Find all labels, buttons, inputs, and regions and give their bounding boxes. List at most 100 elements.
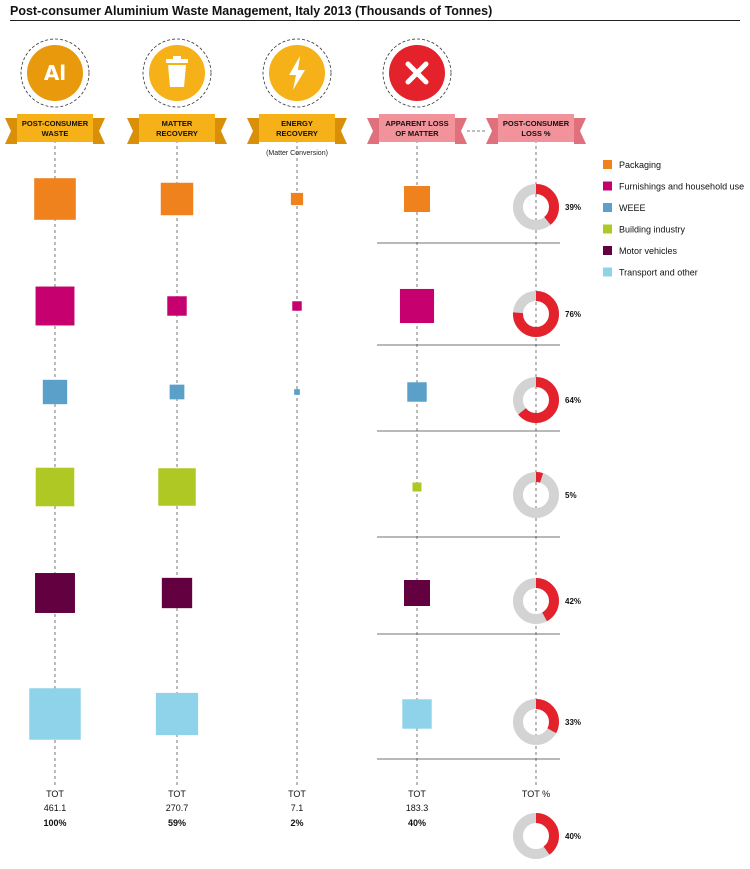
bar-post-consumer-waste-4: [35, 573, 75, 613]
total-pct-header: TOT %: [522, 789, 550, 799]
total-pct-energy: 2%: [290, 818, 303, 828]
icon-ring: [382, 38, 452, 108]
cross-stroke-b: [405, 61, 429, 85]
total-label-loss: TOT: [408, 789, 426, 799]
banner-label-line2: RECOVERY: [276, 129, 318, 138]
bar-energy-recovery-2: [294, 389, 300, 395]
banner-tail-left: [5, 118, 17, 144]
bin-lid: [166, 59, 188, 63]
total-pct-loss: 40%: [408, 818, 426, 828]
al-symbol-label: Al: [44, 61, 66, 85]
donut-pct-label: 40%: [565, 832, 581, 841]
loss-donut-5: 33%: [513, 699, 581, 745]
banner-tail-right: [335, 118, 347, 144]
total-pct-matter: 59%: [168, 818, 186, 828]
banner-label-line1: ENERGY: [281, 119, 313, 128]
overall-loss-donut: 40%: [513, 813, 581, 859]
banner-label-line1: APPARENT LOSS: [385, 119, 448, 128]
bar-apparent-loss-of-matter-0: [404, 186, 430, 212]
icon-ring: [142, 38, 212, 108]
bar-energy-recovery-1: [292, 301, 302, 311]
legend-item-5: Transport and other: [603, 267, 698, 278]
bar-post-consumer-waste-1: [35, 286, 75, 326]
legend-swatch: [603, 224, 612, 234]
legend-swatch: [603, 181, 612, 191]
legend-item-2: WEEE: [603, 203, 646, 213]
trash-bin-icon: [142, 38, 212, 108]
al-symbol-icon: Al: [20, 38, 90, 108]
bar-apparent-loss-of-matter-2: [407, 382, 427, 402]
legend-swatch: [603, 160, 612, 169]
total-value-matter: 270.7: [166, 803, 189, 813]
icon-ring: [20, 38, 90, 108]
banner-tail-left: [486, 118, 498, 144]
legend-label: Motor vehicles: [619, 246, 678, 256]
banner-sublabel: (Matter Conversion): [266, 150, 328, 157]
legend-swatch: [603, 203, 612, 212]
bar-post-consumer-waste-3: [35, 467, 75, 507]
icon-ring: [262, 38, 332, 108]
legend-label: Packaging: [619, 160, 661, 170]
loss-donut-4: 42%: [513, 578, 581, 624]
lightning-bolt-icon: [262, 38, 332, 108]
loss-donut-3: 5%: [513, 472, 577, 518]
total-value-energy: 7.1: [291, 803, 304, 813]
x-cross-icon: [382, 38, 452, 108]
loss-donut-1: 76%: [513, 291, 581, 337]
bar-matter-recovery-1: [167, 296, 187, 316]
bar-apparent-loss-of-matter-4: [404, 580, 430, 606]
donut-pct-label: 33%: [565, 718, 581, 727]
donut-pct-label: 64%: [565, 396, 581, 405]
banner-label-line2: RECOVERY: [156, 129, 198, 138]
donut-pct-label: 42%: [565, 597, 581, 606]
donut-loss-arc: [513, 472, 559, 518]
legend-item-3: Building industry: [603, 224, 686, 235]
banner-body: [498, 114, 574, 142]
legend-swatch: [603, 246, 612, 255]
banner-label-line1: MATTER: [162, 119, 193, 128]
bar-matter-recovery-4: [161, 577, 193, 609]
banner-tail-right: [455, 118, 467, 144]
total-label-matter: TOT: [168, 789, 186, 799]
donut-pct-label: 76%: [565, 310, 581, 319]
bin-handle: [173, 56, 181, 59]
bar-matter-recovery-0: [160, 182, 194, 216]
legend-label: Building industry: [619, 225, 686, 235]
legend-item-4: Motor vehicles: [603, 246, 678, 256]
banner-body: [379, 114, 455, 142]
bar-matter-recovery-2: [169, 384, 185, 400]
icon-disc: [27, 45, 83, 101]
legend-label: Transport and other: [619, 268, 698, 278]
banner-tail-left: [247, 118, 259, 144]
banner-tail-left: [127, 118, 139, 144]
legend-label: Furnishings and household use: [619, 182, 744, 192]
donut-loss-arc: [513, 184, 559, 230]
banner-tail-right: [574, 118, 586, 144]
bar-apparent-loss-of-matter-5: [402, 699, 432, 729]
bar-apparent-loss-of-matter-1: [399, 288, 435, 324]
banner-body: [259, 114, 335, 142]
donut-pct-label: 5%: [565, 491, 577, 500]
bar-matter-recovery-5: [155, 692, 199, 736]
banner-tail-right: [93, 118, 105, 144]
title-divider: [10, 20, 740, 21]
total-label-waste: TOT: [46, 789, 64, 799]
bar-post-consumer-waste-2: [42, 379, 68, 405]
banner-label-line1: POST-CONSUMER: [22, 119, 89, 128]
banner-tail-right: [215, 118, 227, 144]
total-pct-waste: 100%: [43, 818, 66, 828]
donut-loss-arc: [513, 291, 559, 337]
donut-loss-arc: [513, 578, 559, 624]
bar-matter-recovery-3: [158, 468, 196, 506]
loss-donut-2: 64%: [513, 377, 581, 423]
total-value-loss: 183.3: [406, 803, 429, 813]
banner-tail-left: [367, 118, 379, 144]
total-label-energy: TOT: [288, 789, 306, 799]
banner-body: [17, 114, 93, 142]
banner-label-line2: WASTE: [42, 129, 69, 138]
